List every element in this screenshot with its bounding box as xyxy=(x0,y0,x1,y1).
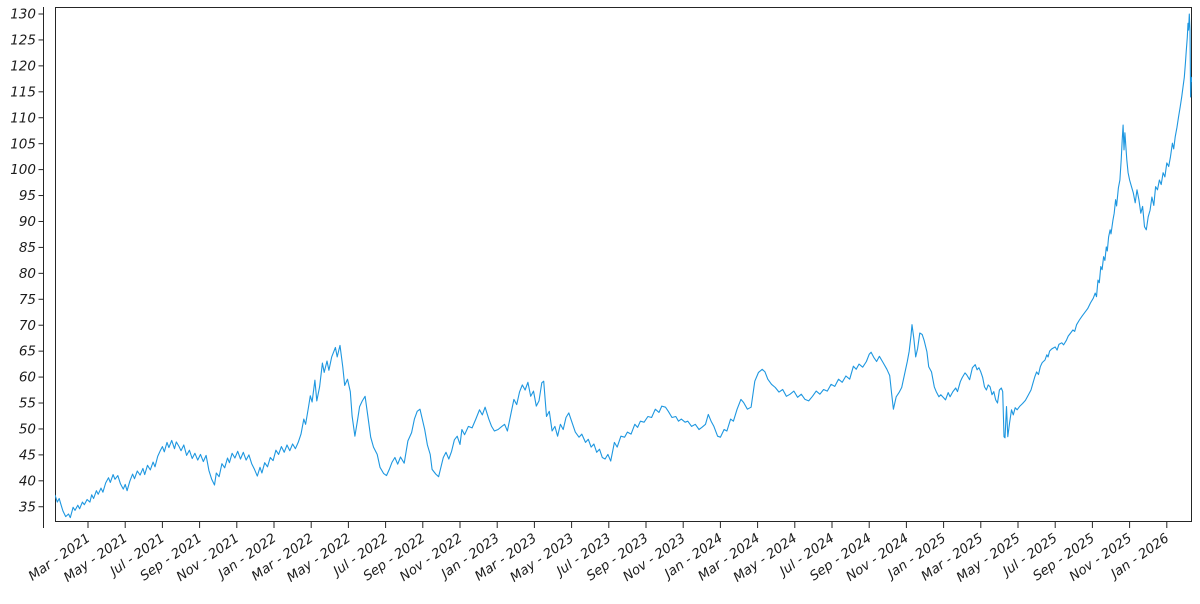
y-tick-label: 90 xyxy=(19,214,36,230)
y-tick-label: 85 xyxy=(19,240,36,256)
plot-border xyxy=(55,7,1192,522)
y-tick-label: 40 xyxy=(19,473,36,489)
y-tick-label: 110 xyxy=(10,110,36,126)
y-tick-label: 70 xyxy=(19,318,36,334)
price-line xyxy=(55,13,1192,519)
y-tick-label: 105 xyxy=(10,136,36,152)
y-tick-label: 125 xyxy=(10,33,36,49)
y-tick-label: 65 xyxy=(19,344,36,360)
y-tick-label: 120 xyxy=(10,58,36,74)
y-tick-label: 50 xyxy=(19,422,36,438)
y-tick-label: 45 xyxy=(19,447,36,463)
y-tick-label: 35 xyxy=(19,499,36,515)
y-tick-label: 60 xyxy=(19,370,36,386)
y-tick-label: 100 xyxy=(10,162,36,178)
y-tick-label: 55 xyxy=(19,396,36,412)
y-tick-label: 130 xyxy=(10,7,36,23)
y-tick-label: 75 xyxy=(19,292,36,308)
y-tick-label: 80 xyxy=(19,266,36,282)
y-tick-label: 115 xyxy=(10,84,36,100)
y-tick-label: 95 xyxy=(19,188,36,204)
